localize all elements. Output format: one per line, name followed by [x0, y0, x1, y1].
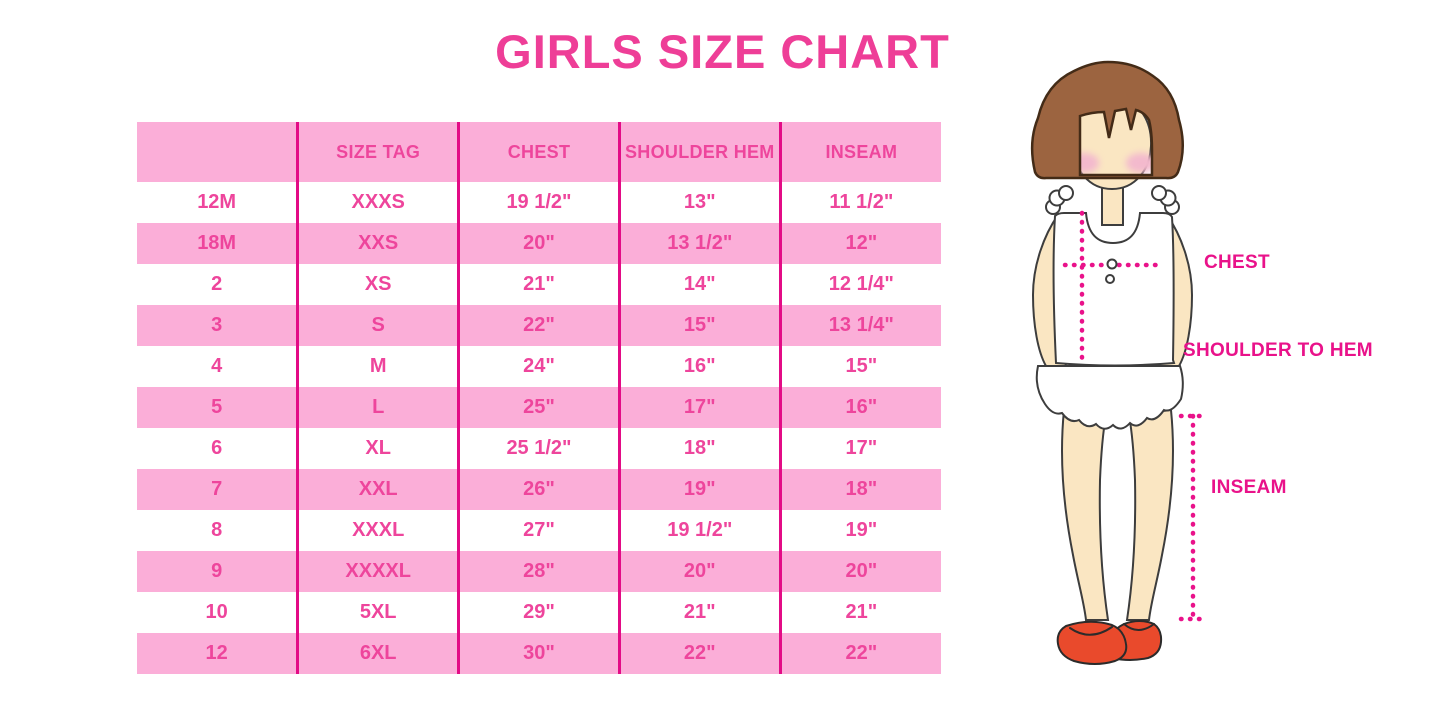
size-row-2: 2 XS 21" 14" 12 1/4"	[137, 264, 941, 305]
value-cell: 18"	[617, 428, 781, 469]
value-cell: 28"	[457, 551, 620, 592]
value-cell: 15"	[778, 346, 941, 387]
column-header-shoulder-hem: SHOULDER HEM	[617, 122, 781, 182]
value-cell: 16"	[778, 387, 941, 428]
value-cell: S	[296, 305, 459, 346]
value-cell: 6XL	[296, 633, 459, 674]
value-cell: 22"	[778, 633, 941, 674]
value-cell: 30"	[457, 633, 620, 674]
size-row-10: 10 5XL 29" 21" 21"	[137, 592, 941, 633]
inseam-measure-label: INSEAM	[1211, 477, 1287, 498]
girl-leg-right	[1125, 408, 1174, 621]
value-cell: XL	[296, 428, 459, 469]
size-cell: 9	[137, 551, 298, 592]
girl-skirt	[1035, 365, 1184, 430]
value-cell: 18"	[778, 469, 941, 510]
girl-sleeve-ruffles	[1045, 185, 1180, 215]
value-cell: 20"	[778, 551, 941, 592]
girl-illustration	[1030, 60, 1207, 665]
shoulder-to-hem-measure-label: SHOULDER TO HEM	[1183, 340, 1373, 361]
value-cell: 26"	[457, 469, 620, 510]
value-cell: 16"	[617, 346, 781, 387]
value-cell: XXXS	[296, 182, 459, 223]
value-cell: XXS	[296, 223, 459, 264]
girl-hair	[1030, 60, 1184, 180]
column-header-chest: CHEST	[457, 122, 620, 182]
column-header-inseam: INSEAM	[778, 122, 941, 182]
value-cell: 25 1/2"	[457, 428, 620, 469]
size-cell: 12	[137, 633, 298, 674]
size-cell: 3	[137, 305, 298, 346]
size-cell: 8	[137, 510, 298, 551]
value-cell: 15"	[617, 305, 781, 346]
size-cell: 18M	[137, 223, 298, 264]
value-cell: 22"	[617, 633, 781, 674]
value-cell: 13"	[617, 182, 781, 223]
girl-leg-left	[1061, 408, 1110, 621]
size-row-12m: 12M XXXS 19 1/2" 13" 11 1/2"	[137, 182, 941, 223]
value-cell: L	[296, 387, 459, 428]
page-title: GIRLS SIZE CHART	[495, 25, 950, 78]
size-row-5: 5 L 25" 17" 16"	[137, 387, 941, 428]
size-cell: 6	[137, 428, 298, 469]
size-row-8: 8 XXXL 27" 19 1/2" 19"	[137, 510, 941, 551]
value-cell: 19"	[778, 510, 941, 551]
value-cell: XS	[296, 264, 459, 305]
size-cell: 5	[137, 387, 298, 428]
value-cell: 5XL	[296, 592, 459, 633]
size-row-4: 4 M 24" 16" 15"	[137, 346, 941, 387]
value-cell: 19"	[617, 469, 781, 510]
size-row-3: 3 S 22" 15" 13 1/4"	[137, 305, 941, 346]
girl-blush-right	[1126, 153, 1156, 173]
value-cell: 19 1/2"	[617, 510, 781, 551]
size-row-7: 7 XXL 26" 19" 18"	[137, 469, 941, 510]
value-cell: 27"	[457, 510, 620, 551]
size-table-header: SIZE TAG CHEST SHOULDER HEM INSEAM	[137, 122, 941, 182]
size-cell: 4	[137, 346, 298, 387]
value-cell: 12 1/4"	[778, 264, 941, 305]
size-table: SIZE TAG CHEST SHOULDER HEM INSEAM 12M XXXS 1…	[137, 122, 941, 674]
size-table-header-row: SIZE TAG CHEST SHOULDER HEM INSEAM	[137, 122, 941, 182]
value-cell: 17"	[617, 387, 781, 428]
value-cell: 13 1/2"	[617, 223, 781, 264]
value-cell: 24"	[457, 346, 620, 387]
value-cell: 21"	[457, 264, 620, 305]
value-cell: 25"	[457, 387, 620, 428]
value-cell: 21"	[617, 592, 781, 633]
girl-figure	[1000, 50, 1420, 690]
value-cell: 13 1/4"	[778, 305, 941, 346]
value-cell: 29"	[457, 592, 620, 633]
value-cell: M	[296, 346, 459, 387]
value-cell: 20"	[457, 223, 620, 264]
girl-top	[1052, 212, 1176, 367]
size-row-9: 9 XXXXL 28" 20" 20"	[137, 551, 941, 592]
value-cell: XXL	[296, 469, 459, 510]
column-header-blank	[137, 122, 298, 182]
girl-shoes	[1056, 620, 1163, 665]
value-cell: 12"	[778, 223, 941, 264]
value-cell: 14"	[617, 264, 781, 305]
value-cell: 17"	[778, 428, 941, 469]
size-cell: 12M	[137, 182, 298, 223]
column-header-size-tag: SIZE TAG	[296, 122, 459, 182]
size-cell: 10	[137, 592, 298, 633]
value-cell: 19 1/2"	[457, 182, 620, 223]
value-cell: XXXL	[296, 510, 459, 551]
value-cell: 21"	[778, 592, 941, 633]
chest-measure-label: CHEST	[1204, 252, 1270, 273]
value-cell: 22"	[457, 305, 620, 346]
girl-top-buttons	[1105, 258, 1118, 284]
value-cell: 20"	[617, 551, 781, 592]
size-row-12: 12 6XL 30" 22" 22"	[137, 633, 941, 674]
value-cell: XXXXL	[296, 551, 459, 592]
size-cell: 2	[137, 264, 298, 305]
value-cell: 11 1/2"	[778, 182, 941, 223]
size-table-body: 12M XXXS 19 1/2" 13" 11 1/2" 18M XXS 20" 13 1/2"…	[137, 182, 941, 674]
size-cell: 7	[137, 469, 298, 510]
size-row-18m: 18M XXS 20" 13 1/2" 12"	[137, 223, 941, 264]
size-row-6: 6 XL 25 1/2" 18" 17"	[137, 428, 941, 469]
